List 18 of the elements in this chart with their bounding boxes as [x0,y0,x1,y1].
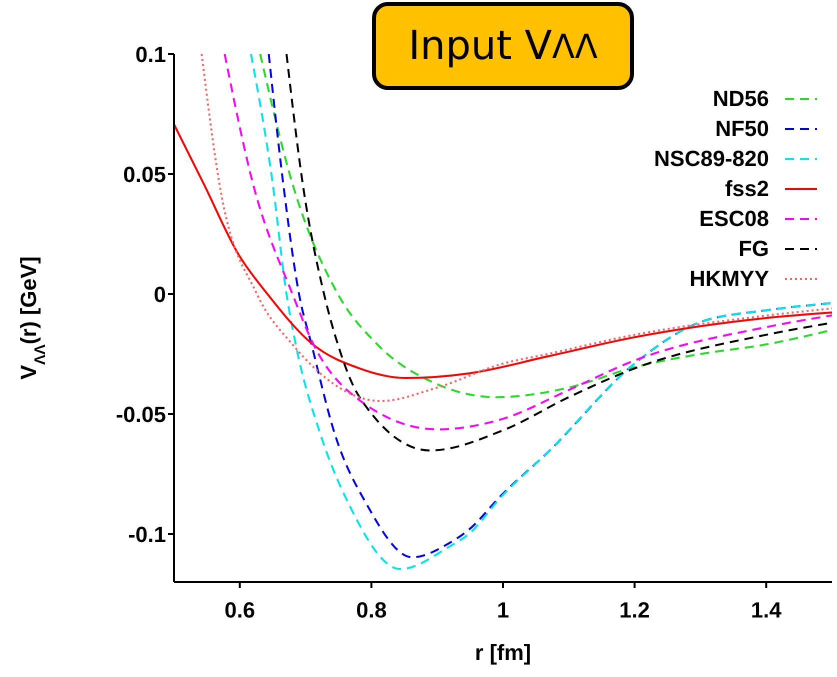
legend-label: fss2 [724,176,769,202]
legend-label: FG [738,236,769,262]
legend-label: ESC08 [699,206,769,232]
x-tick-label: 0.6 [224,598,256,623]
legend-label: NSC89-820 [654,146,769,172]
x-tick-label: 1.2 [619,598,650,623]
y-tick-label: -0.05 [116,402,166,427]
y-tick-label: 0 [154,282,166,307]
legend-label: NF50 [715,116,769,142]
y-tick-label: 0.1 [135,42,166,67]
y-tick-label: -0.1 [128,522,166,547]
x-axis-title: r [fm] [474,640,532,665]
legend-label: ND56 [712,86,769,112]
x-tick-label: 1 [496,598,510,623]
x-tick-label: 0.8 [356,598,387,623]
y-tick-label: 0.05 [123,162,166,187]
x-tick-label: 1.4 [750,598,782,623]
legend-label: HKMYY [690,266,769,292]
